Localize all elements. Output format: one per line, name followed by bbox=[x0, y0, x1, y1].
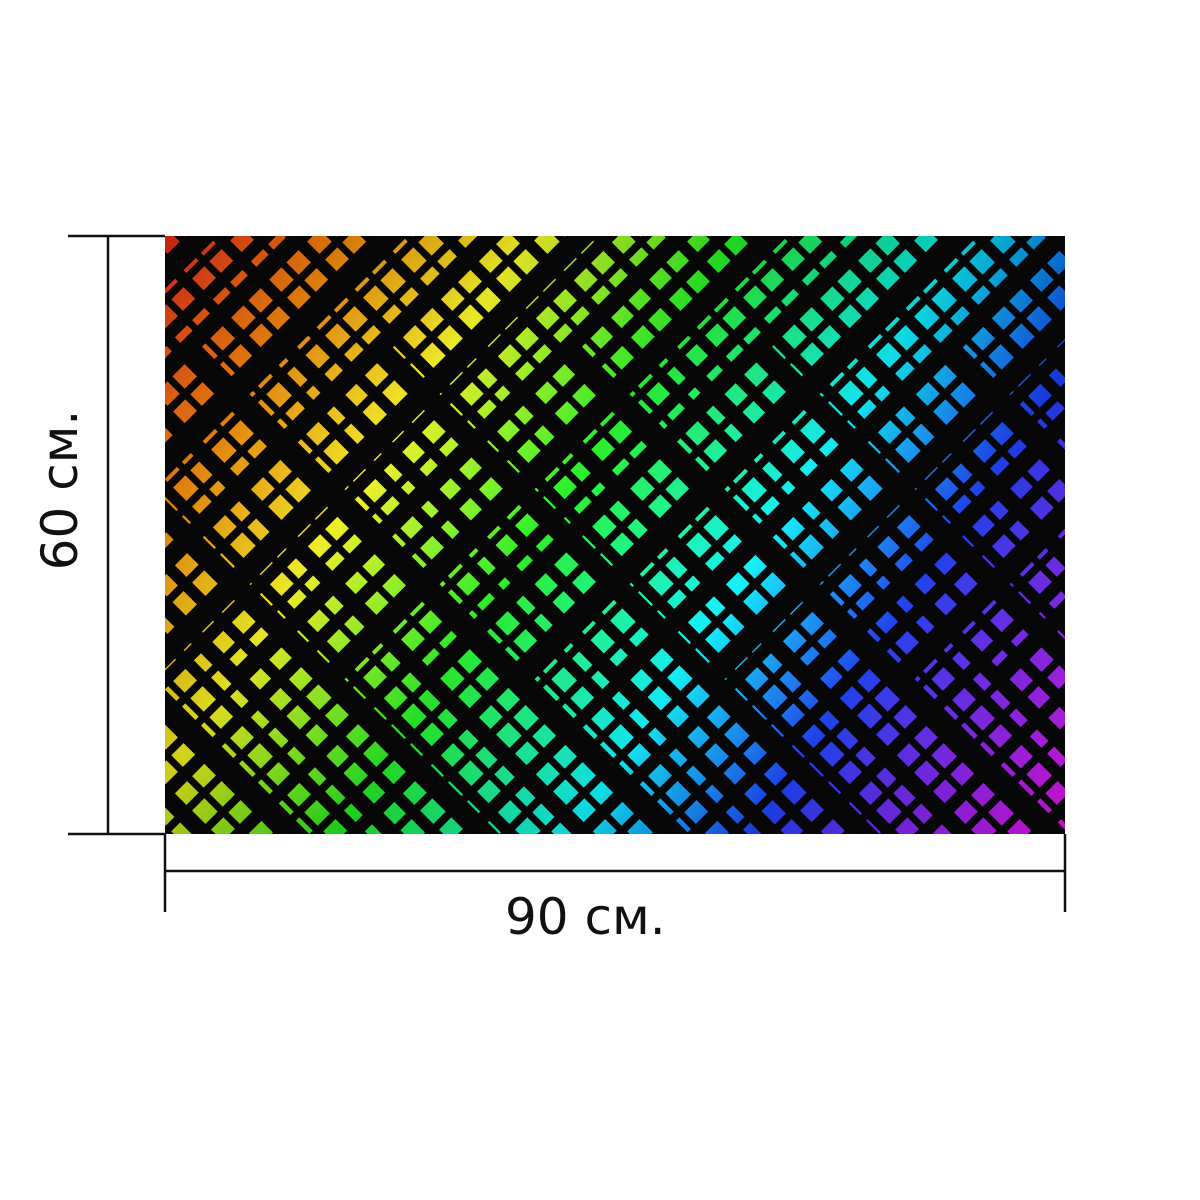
diagonal-band-up bbox=[188, 344, 690, 834]
diagonal-line-up bbox=[816, 236, 1065, 485]
black-diagonal-lines bbox=[165, 236, 1065, 834]
diagonal-band-down bbox=[892, 503, 1065, 689]
diagonal-band-down bbox=[165, 236, 598, 669]
rainbow-lattice-pattern bbox=[165, 236, 1065, 834]
diagonal-band-down bbox=[165, 236, 503, 574]
diagonal-band-up bbox=[853, 344, 1065, 568]
width-label: 90 см. bbox=[505, 888, 666, 946]
diagonal-band-down bbox=[227, 236, 693, 689]
diagonal-band-down bbox=[702, 313, 1065, 689]
diagonal-line-down bbox=[841, 610, 1065, 834]
diagonal-band-down bbox=[417, 236, 883, 689]
diagonal-line-up bbox=[782, 236, 1065, 519]
diagonal-band-down bbox=[797, 408, 1065, 689]
diagonal-band-down bbox=[165, 236, 408, 479]
diagonal-band-up bbox=[473, 344, 975, 834]
height-label: 60 см. bbox=[31, 409, 89, 571]
diagonal-band-up bbox=[165, 499, 500, 834]
diagonal-band-down bbox=[512, 236, 978, 689]
diagonal-band-up bbox=[663, 344, 1065, 758]
diagonal-band-up bbox=[165, 404, 595, 834]
diagonal-band-up bbox=[283, 344, 785, 834]
diagonal-line-down bbox=[955, 724, 1065, 834]
diagonal-line-up bbox=[892, 236, 1065, 409]
diagonal-band-up bbox=[378, 344, 880, 834]
diagonal-line-down bbox=[913, 682, 1065, 834]
product-print-image bbox=[165, 236, 1065, 834]
diagonal-band-up bbox=[165, 594, 405, 834]
diagonal-band-up bbox=[948, 344, 1065, 473]
diagonal-band-up bbox=[165, 689, 310, 834]
diagonal-band-down bbox=[165, 236, 313, 384]
diagonal-band-down bbox=[607, 236, 1065, 689]
diagonal-band-down bbox=[322, 236, 788, 689]
diagonal-line-up bbox=[588, 236, 1065, 713]
diagonal-band-up bbox=[568, 344, 1065, 834]
diagonal-line-up bbox=[706, 236, 1065, 595]
diagonal-band-up bbox=[758, 344, 1065, 663]
